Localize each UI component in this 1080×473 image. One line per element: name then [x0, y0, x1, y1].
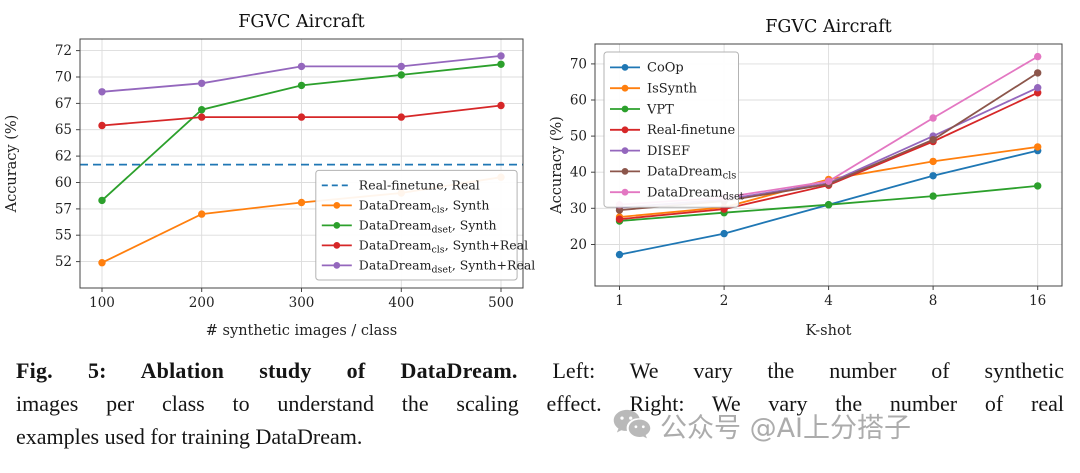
svg-text:K-shot: K-shot: [805, 323, 851, 339]
svg-text:400: 400: [388, 295, 414, 311]
svg-text:200: 200: [189, 295, 215, 311]
svg-text:60: 60: [570, 93, 587, 109]
svg-text:FGVC Aircraft: FGVC Aircraft: [765, 17, 891, 37]
svg-text:62: 62: [55, 149, 72, 165]
svg-text:CoOp: CoOp: [647, 61, 684, 76]
svg-text:70: 70: [570, 56, 587, 72]
svg-text:67: 67: [55, 96, 72, 112]
svg-text:# synthetic images / class: # synthetic images / class: [206, 323, 397, 339]
svg-text:100: 100: [89, 295, 115, 311]
svg-text:8: 8: [929, 293, 938, 309]
svg-text:DataDreamcls, Synth: DataDreamcls, Synth: [359, 198, 490, 216]
svg-text:500: 500: [488, 295, 514, 311]
svg-text:52: 52: [55, 254, 72, 270]
svg-text:DataDreamdset: DataDreamdset: [647, 186, 744, 203]
caption-line-1: Fig. 5: Ablation study of DataDream. Lef…: [16, 354, 1064, 387]
svg-text:Real-finetune, Real: Real-finetune, Real: [359, 178, 480, 193]
figure-caption: Fig. 5: Ablation study of DataDream. Lef…: [0, 354, 1080, 453]
svg-text:40: 40: [570, 165, 587, 181]
svg-text:Accuracy (%): Accuracy (%): [549, 116, 565, 215]
svg-text:VPT: VPT: [646, 102, 674, 117]
svg-text:55: 55: [55, 228, 72, 244]
caption-line1-rest: Left: We vary the number of synthetic: [517, 358, 1064, 383]
svg-text:50: 50: [570, 129, 587, 145]
svg-text:65: 65: [55, 122, 72, 138]
svg-text:DISEF: DISEF: [647, 144, 690, 159]
svg-text:Real-finetune: Real-finetune: [647, 123, 735, 138]
svg-text:72: 72: [55, 43, 72, 59]
svg-text:4: 4: [824, 293, 833, 309]
charts-row: 100 200 300 400 500 52 55 57 60 62 65 67 70 72 FGVC Ai…: [4, 12, 1063, 339]
svg-text:16: 16: [1029, 293, 1046, 309]
caption-bold-label: Fig. 5: Ablation study of DataDream.: [16, 358, 518, 383]
svg-text:300: 300: [289, 295, 315, 311]
svg-text:FGVC Aircraft: FGVC Aircraft: [238, 12, 364, 32]
svg-text:20: 20: [570, 237, 587, 253]
svg-text:1: 1: [615, 293, 624, 309]
svg-text:DataDreamcls: DataDreamcls: [647, 165, 736, 182]
svg-text:IsSynth: IsSynth: [647, 82, 698, 97]
svg-text:DataDreamdset, Synth: DataDreamdset, Synth: [359, 218, 497, 236]
svg-text:2: 2: [720, 293, 729, 309]
right-line-chart: 1 2 4 8 16 20 30 40 50 60 70 FGVC Aircraft K-shot Acc…: [549, 17, 1063, 339]
svg-text:30: 30: [570, 201, 587, 217]
svg-text:57: 57: [55, 201, 72, 217]
svg-text:Accuracy (%): Accuracy (%): [4, 115, 20, 214]
left-line-chart: 100 200 300 400 500 52 55 57 60 62 65 67 70 72 FGVC Ai…: [4, 12, 536, 339]
svg-text:DataDreamcls, Synth+Real: DataDreamcls, Synth+Real: [359, 238, 528, 256]
caption-line-3: examples used for training DataDream.: [16, 424, 363, 449]
svg-text:60: 60: [55, 175, 72, 191]
svg-text:DataDreamdset, Synth+Real: DataDreamdset, Synth+Real: [359, 258, 536, 276]
caption-line-2: images per class to understand the scali…: [16, 391, 1064, 416]
svg-text:70: 70: [55, 70, 72, 86]
